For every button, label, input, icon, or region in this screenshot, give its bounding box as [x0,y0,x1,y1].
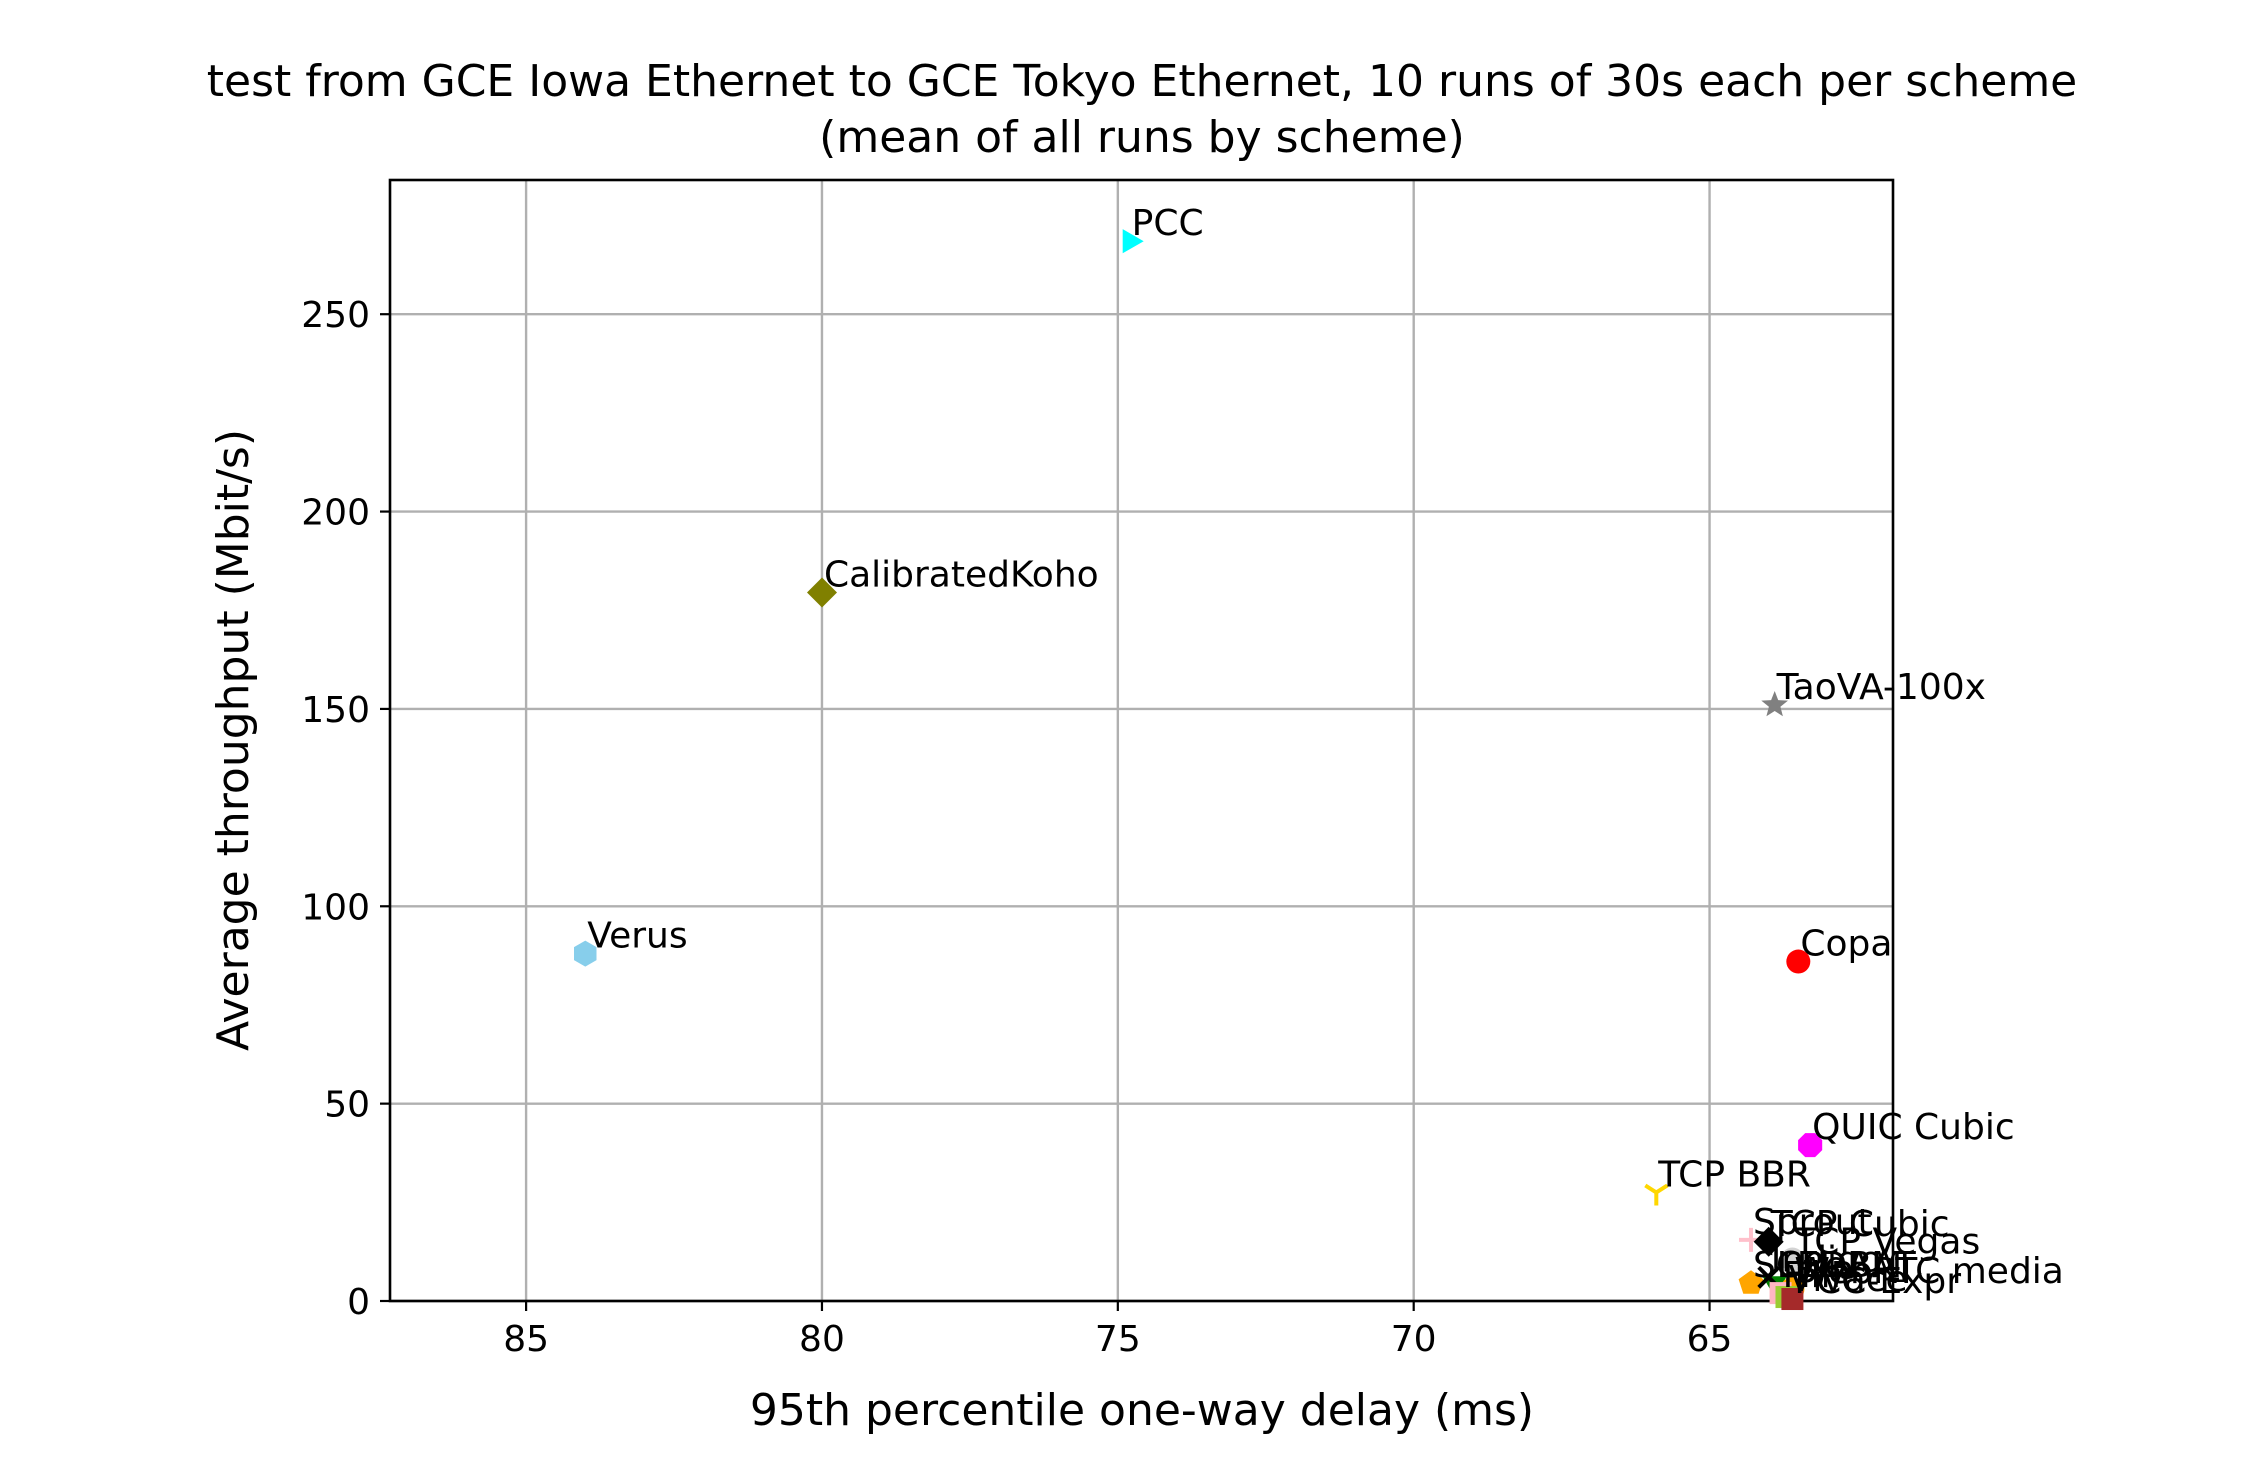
y-tick-label: 50 [324,1085,370,1126]
axis-ticks: 85 80 75 70 65 0 50 100 150 200 250 [301,295,1732,1360]
point-pcc-expr-label: PCC-Expr [1794,1261,1961,1302]
point-tcp-vegas-label: TCP Vegas [1793,1222,1980,1263]
point-tcp-bbr-label: TCP BBR [1657,1154,1811,1195]
x-tick-label: 85 [503,1319,549,1360]
point-calibratedkoho-marker [807,577,837,608]
point-pcc-marker [1122,229,1144,254]
point-sprout-label: Sprout [1753,1202,1872,1243]
point-tcp-bbr-marker [1644,1183,1669,1206]
point-verus-label: Verus [587,916,687,957]
y-tick-label: 200 [301,493,370,534]
point-pcc-expr-marker [1781,1288,1804,1311]
x-tick-label: 75 [1095,1319,1141,1360]
point-taova-100x-label: TaoVA-100x [1776,667,1986,708]
y-axis-label: Average throughput (Mbit/s) [208,429,259,1051]
x-tick-label: 65 [1687,1319,1733,1360]
point-copa-marker [1786,949,1811,974]
point-verus-marker [574,940,597,967]
point-scream-marker [1738,1270,1764,1294]
x-tick-label: 70 [1391,1319,1437,1360]
x-tick-label: 80 [799,1319,845,1360]
y-tick-label: 0 [347,1282,370,1323]
chart-subtitle: (mean of all runs by scheme) [819,112,1465,163]
point-tcp-cubic-label: TCP Cubic [1770,1204,1950,1245]
x-axis-label: 95th percentile one-way delay (ms) [750,1385,1534,1436]
point-quic-cubic-marker [1798,1133,1823,1158]
point-webrtc-media-label: WebRTC media [1794,1251,2063,1292]
point-calibratedkoho-label: CalibratedKoho [824,554,1099,595]
point-tcp-cubic-marker [1753,1226,1784,1257]
point-tcp-vegas-marker [1780,1247,1805,1272]
point-labels: PCC CalibratedKoho TaoVA-100x Verus Copa QUIC… [587,203,2064,1302]
gridlines [390,180,1893,1303]
chart-title: test from GCE Iowa Ethernet to GCE Tokyo… [207,56,2078,107]
point-indigo-label: Indigo [1771,1239,1882,1280]
plot-frame [388,178,1895,1303]
point-pcc-label: PCC [1132,203,1204,244]
data-points [574,229,1823,1311]
point-scream-label: SCReAM [1753,1245,1902,1286]
point-copa-label: Copa [1800,924,1892,965]
point-quic-cubic-label: QUIC Cubic [1812,1107,2014,1148]
point-fillp-label: FillP [1783,1255,1853,1296]
y-tick-label: 100 [301,887,370,928]
point-taova-100x-marker [1761,691,1788,717]
y-tick-label: 250 [301,295,370,336]
point-vivace-label: Vivace [1788,1259,1907,1300]
point-ledbat-label: LEDBAT [1777,1245,1917,1286]
y-tick-label: 150 [301,690,370,731]
